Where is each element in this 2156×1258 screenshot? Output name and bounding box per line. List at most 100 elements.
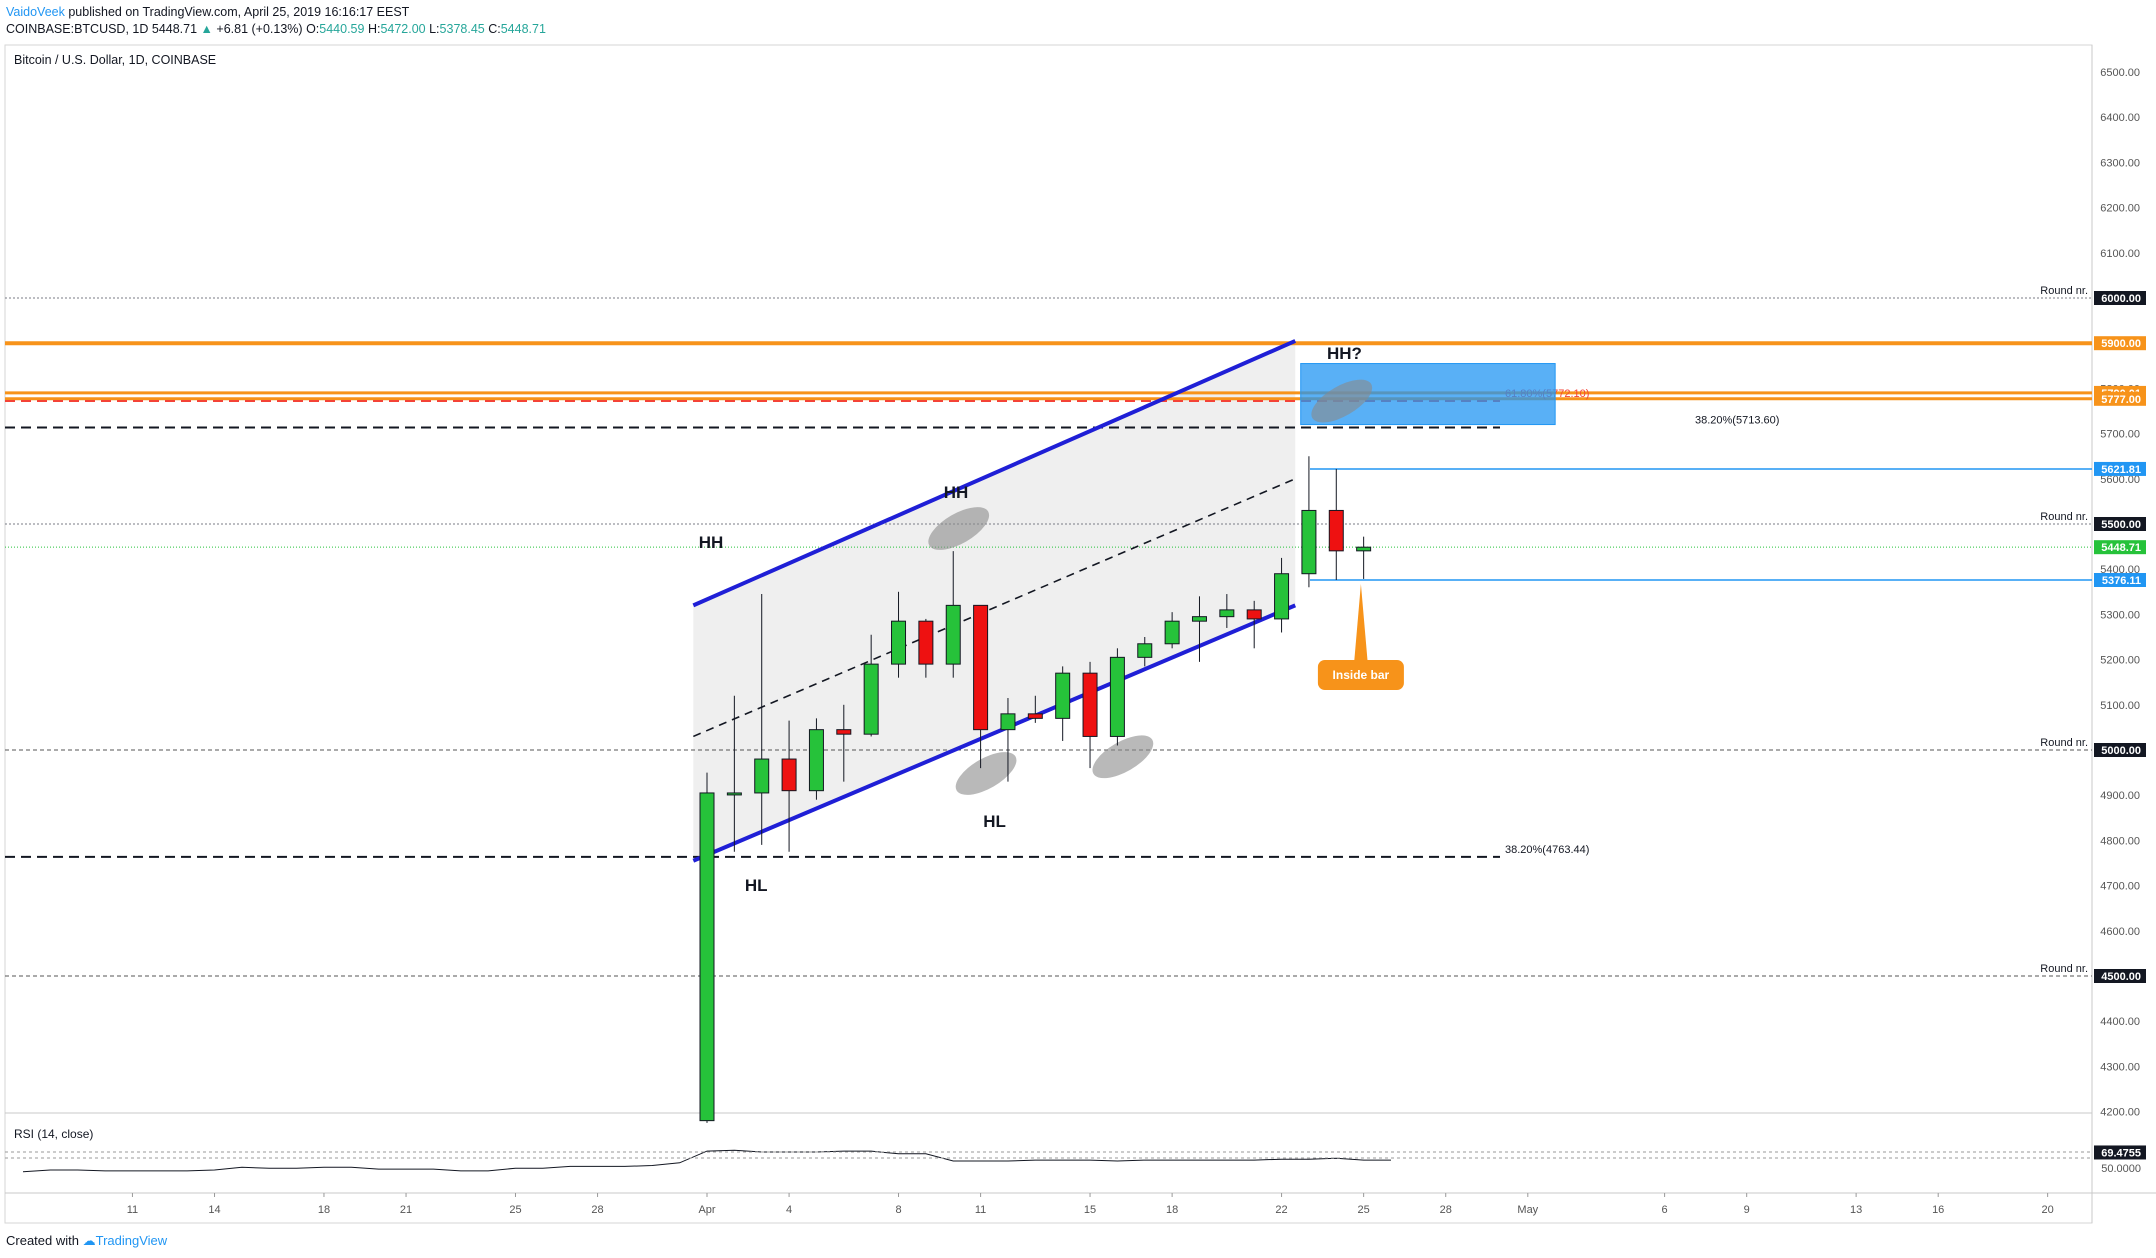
price-label-text: 5448.71 <box>2101 542 2141 554</box>
price-tick: 4400.00 <box>2100 1016 2140 1028</box>
price-tick: 4300.00 <box>2100 1061 2140 1073</box>
price-label-box <box>2094 517 2146 531</box>
price-label-box <box>2094 291 2146 305</box>
candle-body <box>808 729 824 792</box>
hl-label-2: HL <box>983 812 1006 831</box>
time-tick: 28 <box>591 1204 603 1216</box>
price-tick: 5600.00 <box>2100 474 2140 486</box>
candle-body <box>1219 609 1235 618</box>
candle-body <box>836 729 852 735</box>
price-tick: 5200.00 <box>2100 655 2140 667</box>
price-tick: 5300.00 <box>2100 609 2140 621</box>
candle-body <box>1356 546 1372 552</box>
price-tick: 5700.00 <box>2100 429 2140 441</box>
high-value: 5472.00 <box>380 22 426 36</box>
price-change: +6.81 (+0.13%) <box>216 22 303 36</box>
candle-body <box>945 604 961 665</box>
candle-body <box>1109 656 1125 737</box>
price-tick: 6200.00 <box>2100 203 2140 215</box>
price-tick: 4900.00 <box>2100 790 2140 802</box>
candle-body <box>1000 713 1016 731</box>
low-label: L: <box>429 22 440 36</box>
time-tick: 28 <box>1440 1204 1452 1216</box>
price-label-box <box>2094 969 2146 983</box>
candle-body <box>1301 509 1317 575</box>
footer: Created with ☁TradingView <box>6 1233 167 1249</box>
price-tick: 4600.00 <box>2100 926 2140 938</box>
time-tick: 18 <box>1166 1204 1178 1216</box>
shapes-layer <box>692 339 1556 863</box>
low-value: 5378.45 <box>439 22 485 36</box>
price-label-text: 4500.00 <box>2101 971 2141 983</box>
candle-body <box>1246 609 1262 620</box>
open-value: 5440.59 <box>319 22 365 36</box>
candle-body <box>1164 620 1180 645</box>
inside-bar-text: Inside bar <box>1333 668 1390 682</box>
ohlc-line: COINBASE:BTCUSD, 1D 5448.71 ▲ +6.81 (+0.… <box>6 21 546 38</box>
time-tick: 4 <box>786 1204 792 1216</box>
level-label: Round nr. <box>2040 963 2088 975</box>
publisher-line: VaidoVeek published on TradingView.com, … <box>6 4 546 21</box>
touch-ellipse <box>928 507 990 550</box>
candle-body <box>754 758 770 794</box>
price-tick: 6500.00 <box>2100 67 2140 79</box>
candle-body <box>918 620 934 665</box>
candle-body <box>699 792 715 1122</box>
candle-body <box>1027 713 1043 719</box>
time-tick: 25 <box>509 1204 521 1216</box>
price-label-box <box>2094 540 2146 555</box>
rsi-value-box <box>2094 1145 2146 1160</box>
time-tick: 25 <box>1358 1204 1370 1216</box>
price-tick: 4700.00 <box>2100 881 2140 893</box>
candle-body <box>781 758 797 792</box>
time-tick: 6 <box>1662 1204 1668 1216</box>
open-label: O: <box>306 22 320 36</box>
candle-body <box>1191 616 1207 622</box>
price-tick: 4200.00 <box>2100 1107 2140 1119</box>
upper-channel-line <box>692 339 1297 608</box>
price-label-box <box>2094 461 2146 476</box>
price-label-text: 5621.81 <box>2101 464 2141 476</box>
time-tick: May <box>1517 1204 1538 1216</box>
hh-label-1: HH <box>699 533 724 552</box>
levels-layer: Round nr.61.80%(5772.10)38.20%(5713.60)R… <box>5 285 2092 977</box>
time-tick: 21 <box>400 1204 412 1216</box>
time-tick: 13 <box>1850 1204 1862 1216</box>
author-link[interactable]: VaidoVeek <box>6 5 65 19</box>
price-label-box <box>2094 743 2146 757</box>
time-tick: Apr <box>698 1204 715 1216</box>
candle-body <box>891 620 907 665</box>
touch-ellipse <box>955 752 1017 795</box>
tradingview-logo-icon: ☁ <box>82 1233 96 1248</box>
time-tick: 11 <box>975 1204 986 1216</box>
candle-body <box>1082 672 1098 737</box>
price-label-text: 5777.00 <box>2101 394 2141 406</box>
time-tick: 16 <box>1932 1204 1944 1216</box>
level-label: 38.20%(4763.44) <box>1505 844 1589 856</box>
level-label: Round nr. <box>2040 511 2088 523</box>
hl-label-1: HL <box>745 876 768 895</box>
rsi-line <box>22 1149 1391 1173</box>
level-label: Round nr. <box>2040 737 2088 749</box>
tradingview-brand[interactable]: TradingView <box>95 1233 168 1248</box>
created-with-text: Created with <box>6 1233 79 1248</box>
published-text: published on TradingView.com, April 25, … <box>68 5 410 19</box>
lower-channel-line <box>692 603 1297 863</box>
candle-body <box>863 663 879 735</box>
inside-bar-pointer <box>1353 583 1368 665</box>
candle-body <box>1055 672 1071 719</box>
price-label-text: 5900.00 <box>2101 338 2141 350</box>
hh-label-2: HH <box>944 483 969 502</box>
rsi-scale-tick: 50.0000 <box>2101 1163 2141 1175</box>
mid-channel-line <box>693 478 1296 738</box>
level-label: Round nr. <box>2040 285 2088 297</box>
chart-title: Bitcoin / U.S. Dollar, 1D, COINBASE <box>14 53 216 67</box>
time-tick: 22 <box>1275 1204 1287 1216</box>
candle-body <box>1137 643 1153 658</box>
time-tick: 18 <box>318 1204 330 1216</box>
price-tick: 6400.00 <box>2100 112 2140 124</box>
time-tick: 14 <box>208 1204 220 1216</box>
time-tick: 11 <box>127 1204 138 1216</box>
inside-bar-callout <box>1317 660 1404 690</box>
